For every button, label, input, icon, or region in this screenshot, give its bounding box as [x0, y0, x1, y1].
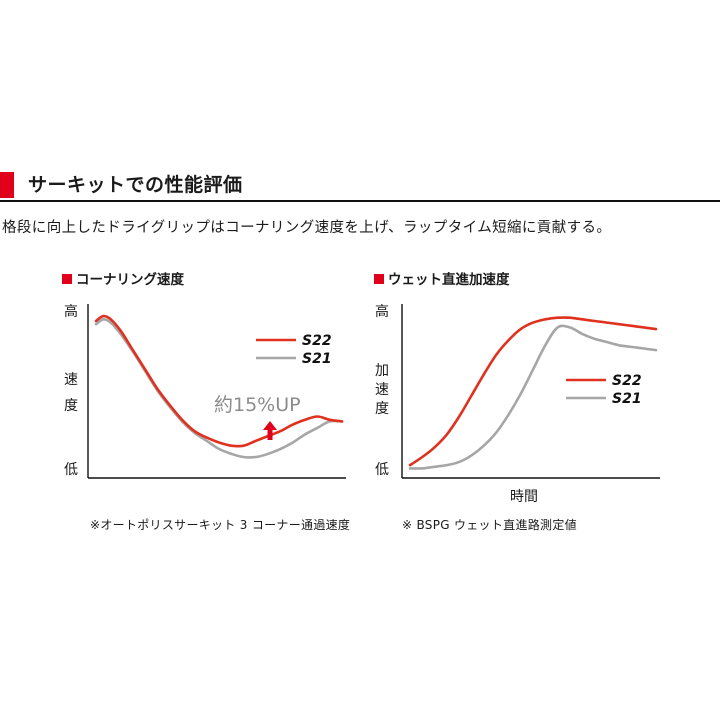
section-title: サーキットでの性能評価 — [28, 174, 243, 196]
y-label-low: 低 — [375, 462, 389, 478]
up-arrow-icon — [263, 421, 277, 440]
series-line-s22 — [408, 316, 658, 467]
y-label-mid-1: 速 — [64, 372, 78, 388]
red-square-icon — [374, 274, 384, 284]
legend-label-s22: S22 — [612, 373, 642, 389]
y-label-high: 高 — [375, 304, 389, 320]
y-label-mid-2: 速 — [375, 382, 389, 398]
y-label-low: 低 — [64, 462, 78, 478]
legend-label-s22: S22 — [302, 333, 332, 349]
chart-note: ※オートポリスサーキット 3 コーナー通過速度 — [90, 518, 351, 532]
improvement-annotation: 約15%UP — [214, 394, 301, 416]
chart-note: ※ BSPG ウェット直進路測定値 — [402, 518, 577, 532]
y-label-high: 高 — [64, 304, 78, 320]
legend-label-s21: S21 — [612, 391, 642, 407]
chart-title-wet: ウェット直進加速度 — [374, 268, 510, 288]
chart-title-text: ウェット直進加速度 — [388, 272, 510, 288]
series-line-s22 — [94, 314, 344, 448]
y-label-mid-1: 加 — [375, 363, 389, 379]
chart-title-text: コーナリング速度 — [76, 272, 184, 288]
red-square-icon — [62, 274, 72, 284]
lead-text: 格段に向上したドライグリップはコーナリング速度を上げ、ラップタイム短縮に貢献する… — [2, 220, 612, 236]
x-axis-label: 時間 — [510, 489, 538, 505]
y-label-mid-3: 度 — [375, 401, 389, 417]
header-rule — [0, 200, 720, 202]
legend-label-s21: S21 — [302, 351, 332, 367]
series-line-s21 — [408, 324, 658, 470]
chart-title-cornering: コーナリング速度 — [62, 268, 184, 288]
section-accent-bar — [0, 172, 14, 198]
y-label-mid-2: 度 — [64, 398, 78, 414]
